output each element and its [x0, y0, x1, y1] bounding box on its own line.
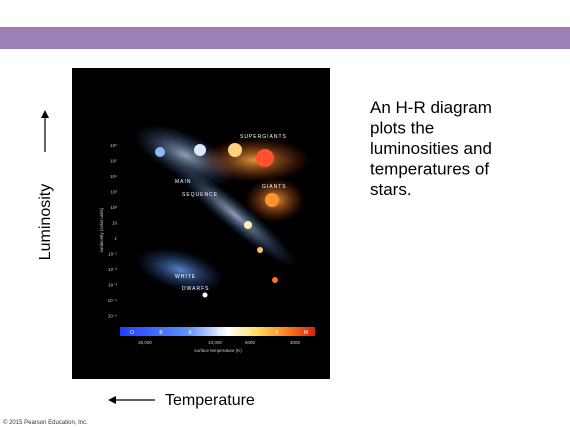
luminosity-tick: 10⁻¹	[108, 252, 117, 257]
star	[244, 221, 252, 229]
star	[228, 143, 242, 157]
body-line: temperatures of	[370, 160, 489, 179]
temperature-label: 6000	[245, 340, 256, 345]
luminosity-tick: 10⁵	[110, 159, 117, 164]
temperature-axis-title: surface temperature (K)	[194, 348, 242, 353]
region-label: GIANTS	[262, 184, 287, 190]
x-axis-label: Temperature	[165, 392, 255, 409]
body-line: plots the	[370, 119, 434, 138]
luminosity-tick: 10⁻⁵	[108, 314, 117, 319]
header-bar	[0, 27, 570, 49]
region-label: WHITE	[175, 274, 196, 280]
region-label: MAIN	[175, 179, 192, 185]
temperature-label: 30,000	[138, 340, 152, 345]
luminosity-tick: 10²	[110, 205, 117, 210]
y-axis-label: Luminosity	[37, 184, 54, 260]
spectral-class: G	[246, 330, 250, 336]
region-label: DWARFS	[182, 286, 209, 292]
page: SUPERGIANTS GIANTS MAIN SEQUENCE WHITE DWARFS…	[0, 0, 570, 427]
body-line: luminosities and	[370, 139, 492, 158]
arrow-head	[108, 396, 116, 404]
spectral-class: F	[217, 330, 220, 336]
star	[194, 144, 206, 156]
luminosity-tick: 10⁻⁴	[108, 298, 117, 303]
temperature-label: 10,000	[208, 340, 222, 345]
luminosity-tick: 10⁻²	[108, 267, 117, 272]
slide: SUPERGIANTS GIANTS MAIN SEQUENCE WHITE DWARFS…	[0, 0, 570, 427]
spectral-class: O	[130, 330, 134, 336]
star	[272, 277, 278, 283]
supergiant-glow	[200, 138, 310, 182]
luminosity-tick: 10⁴	[110, 174, 117, 179]
luminosity-tick: 10³	[110, 190, 117, 195]
luminosity-axis-title: luminosity (solar units)	[99, 207, 104, 252]
luminosity-tick: 10⁻³	[108, 283, 117, 288]
region-label: SEQUENCE	[182, 192, 218, 198]
star	[257, 247, 263, 253]
region-label: SUPERGIANTS	[240, 134, 287, 140]
footer: © 2015 Pearson Education, Inc.	[3, 419, 88, 426]
spectral-class: M	[304, 330, 308, 336]
luminosity-tick: 10⁶	[110, 143, 117, 148]
star	[203, 293, 208, 298]
star	[155, 147, 165, 157]
body-line: stars.	[370, 180, 412, 199]
body-line: An H-R diagram	[370, 98, 492, 117]
luminosity-tick: 10	[112, 221, 118, 226]
temperature-label: 3000	[290, 340, 301, 345]
star	[256, 149, 274, 167]
arrow-head	[41, 110, 49, 118]
star	[265, 193, 279, 207]
